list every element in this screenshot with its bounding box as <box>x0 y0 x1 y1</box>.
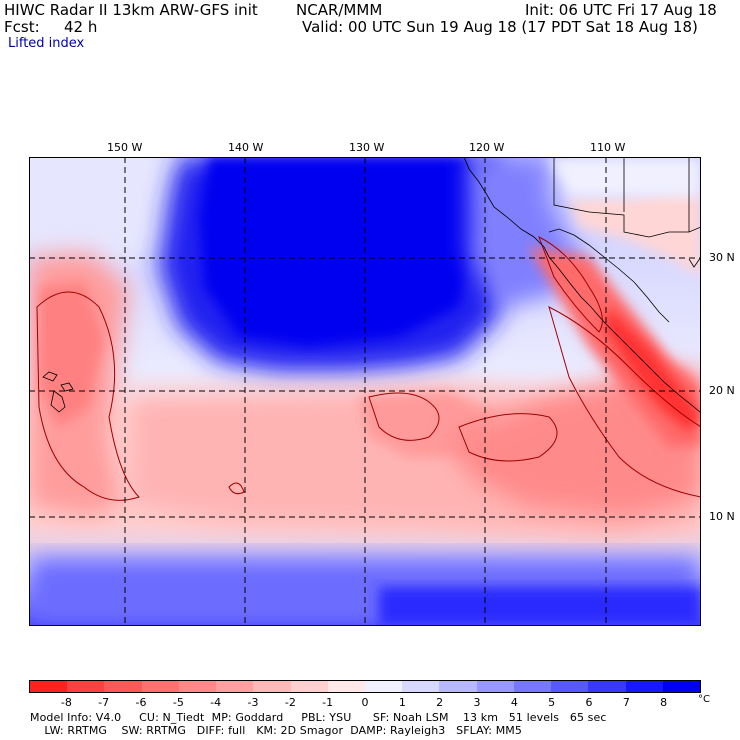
colorbar-swatch <box>364 681 403 692</box>
colorbar-tick-label: 2 <box>436 696 444 709</box>
colorbar-tick-label: -6 <box>135 696 147 709</box>
lat-label-20n: 20 N <box>709 384 735 397</box>
forecast-hour: 42 h <box>64 18 98 36</box>
colorbar-tick-label: 7 <box>622 696 630 709</box>
colorbar-tick-label: 0 <box>361 696 369 709</box>
colorbar-swatch <box>253 681 291 692</box>
colorbar-tick-label: 5 <box>548 696 556 709</box>
colorbar-tick-label: -2 <box>284 696 296 709</box>
model-info-line1: Model Info: V4.0 CU: N_Tiedt MP: Goddard… <box>30 711 607 724</box>
lon-label-120w: 120 W <box>469 141 505 154</box>
colorbar-swatch <box>30 681 68 692</box>
lon-label-140w: 140 W <box>228 141 264 154</box>
colorbar-tick-label: -8 <box>60 696 72 709</box>
colorbar-tick-label: 8 <box>660 696 668 709</box>
lon-label-110w: 110 W <box>590 141 626 154</box>
colorbar-swatch <box>439 681 477 692</box>
colorbar-tick-label: 4 <box>510 696 518 709</box>
colorbar-swatch <box>216 681 254 692</box>
colorbar-swatch <box>67 681 105 692</box>
colorbar-tick-label: -3 <box>247 696 259 709</box>
colorbar-swatch <box>178 681 217 692</box>
colorbar-tick-label: 3 <box>473 696 481 709</box>
colorbar-swatch <box>662 681 700 692</box>
colorbar-swatch <box>141 681 179 692</box>
colorbar-tick-label: -7 <box>98 696 110 709</box>
lat-label-10n: 10 N <box>709 510 735 523</box>
lat-label-30n: 30 N <box>709 251 735 264</box>
colorbar-swatch <box>104 681 142 692</box>
lon-label-150w: 150 W <box>107 141 143 154</box>
colorbar-tick-label: -5 <box>172 696 184 709</box>
colorbar-tick-label: -1 <box>322 696 334 709</box>
forecast-label: Fcst: <box>4 18 40 36</box>
colorbar-swatch <box>625 681 663 692</box>
colorbar-tick-label: 6 <box>585 696 593 709</box>
colorbar-swatch <box>588 681 626 692</box>
colorbar-swatch <box>402 681 440 692</box>
colorbar-swatch <box>513 681 552 692</box>
colorbar-unit: °C <box>698 694 710 705</box>
init-time: Init: 06 UTC Fri 17 Aug 18 <box>525 1 717 19</box>
institution-label: NCAR/MMM <box>296 1 383 19</box>
model-info-line2: LW: RRTMG SW: RRTMG DIFF: full KM: 2D Sm… <box>30 724 522 737</box>
colorbar-swatch <box>476 681 514 692</box>
model-title: HIWC Radar II 13km ARW-GFS init <box>4 1 258 19</box>
colorbar-tick-label: 1 <box>398 696 406 709</box>
field-name: Lifted index <box>8 36 85 51</box>
lifted-index-map <box>29 157 701 626</box>
colorbar-swatch <box>327 681 365 692</box>
valid-time: Valid: 00 UTC Sun 19 Aug 18 (17 PDT Sat … <box>302 18 698 36</box>
colorbar <box>29 680 701 693</box>
colorbar-tick-label: -4 <box>210 696 222 709</box>
colorbar-swatch <box>551 681 589 692</box>
lon-label-130w: 130 W <box>349 141 385 154</box>
colorbar-swatch <box>290 681 328 692</box>
